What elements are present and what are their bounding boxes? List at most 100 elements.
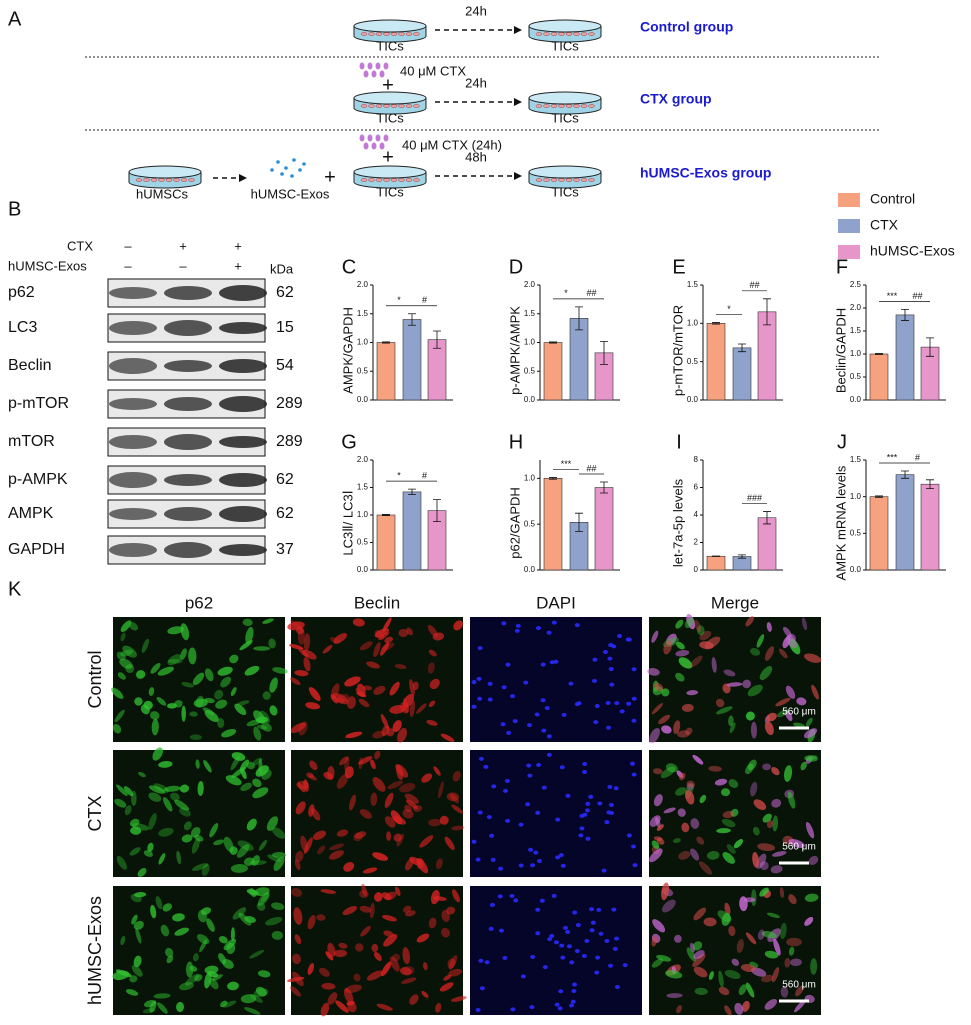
label: LC3 [8, 319, 37, 336]
cell [122, 645, 137, 658]
cell [740, 964, 756, 972]
cell [704, 636, 721, 649]
cell [677, 808, 686, 817]
nucleus [554, 1002, 560, 1007]
exosome [280, 172, 284, 176]
band [164, 360, 212, 372]
label: Control group [640, 19, 733, 35]
nucleus [518, 863, 524, 868]
label: TICs [376, 110, 404, 125]
bar [869, 353, 889, 401]
cell [131, 914, 138, 925]
cell [785, 685, 796, 699]
band [109, 472, 157, 488]
nucleus [555, 817, 561, 822]
cell [783, 765, 793, 782]
droplet [359, 134, 365, 142]
nucleus [606, 810, 612, 815]
cell [693, 950, 705, 960]
cell [652, 919, 666, 933]
cell [685, 727, 693, 736]
label: + [324, 166, 336, 188]
cell [192, 672, 205, 686]
cell [771, 967, 780, 983]
nucleus [479, 986, 485, 991]
cell [778, 648, 788, 659]
cell [111, 687, 124, 699]
nucleus [559, 943, 565, 948]
cell [295, 850, 304, 863]
cell [336, 693, 350, 704]
cell [676, 1005, 682, 1014]
droplet [371, 70, 377, 78]
cell [708, 765, 722, 772]
cell [412, 681, 419, 691]
nucleus [490, 857, 496, 862]
cell [150, 662, 161, 674]
y-tick-label: 1.0 [524, 473, 536, 482]
cell [345, 731, 363, 739]
cell [222, 959, 234, 969]
label: G [341, 431, 357, 453]
y-tick-label: 0.5 [357, 366, 369, 375]
cell [726, 682, 743, 687]
nucleus [602, 649, 608, 654]
cell [158, 853, 166, 865]
label: p-mTOR [8, 395, 69, 412]
nucleus [513, 898, 519, 903]
bar [376, 514, 396, 571]
band [219, 322, 267, 334]
dish [528, 91, 602, 105]
cell [359, 641, 373, 651]
nucleus [613, 786, 619, 791]
cell [761, 931, 777, 939]
cell [658, 714, 671, 725]
y-tick-label: 6 [694, 483, 699, 492]
nucleus [559, 765, 565, 770]
cell [416, 933, 430, 943]
cell [256, 724, 268, 730]
nucleus [631, 696, 637, 701]
label: GAPDH [8, 541, 65, 558]
y-tick-label: 4 [694, 510, 699, 519]
exosome [270, 168, 274, 172]
nucleus [565, 793, 571, 798]
nucleus [514, 628, 520, 633]
cell [321, 982, 336, 990]
cell [766, 912, 780, 918]
y-tick-label: 1.5 [850, 326, 862, 335]
nucleus [630, 844, 636, 849]
cell [651, 630, 659, 643]
cell [358, 756, 373, 765]
cell [240, 782, 252, 792]
cell [690, 848, 700, 861]
nucleus [529, 1005, 535, 1010]
nucleus [606, 725, 612, 730]
cell [421, 990, 429, 998]
cell [253, 646, 271, 651]
cell [421, 773, 433, 783]
cell [428, 700, 436, 708]
nucleus [558, 853, 564, 858]
cell [378, 632, 390, 641]
cell [163, 797, 173, 812]
cell [696, 625, 705, 636]
cell [381, 892, 392, 901]
nucleus [593, 720, 599, 725]
nucleus [558, 989, 564, 994]
cell [759, 861, 769, 871]
cell [783, 626, 792, 638]
cell [808, 855, 819, 865]
cell [804, 653, 822, 663]
cell [452, 889, 460, 903]
nucleus [549, 934, 555, 939]
cell [328, 850, 344, 860]
y-tick-label: 0.5 [524, 366, 536, 375]
cell [164, 785, 181, 792]
droplet [375, 62, 381, 70]
cell [796, 697, 807, 706]
nucleus [626, 833, 632, 838]
nucleus [604, 938, 610, 943]
cell [686, 690, 699, 696]
cell [246, 761, 255, 770]
